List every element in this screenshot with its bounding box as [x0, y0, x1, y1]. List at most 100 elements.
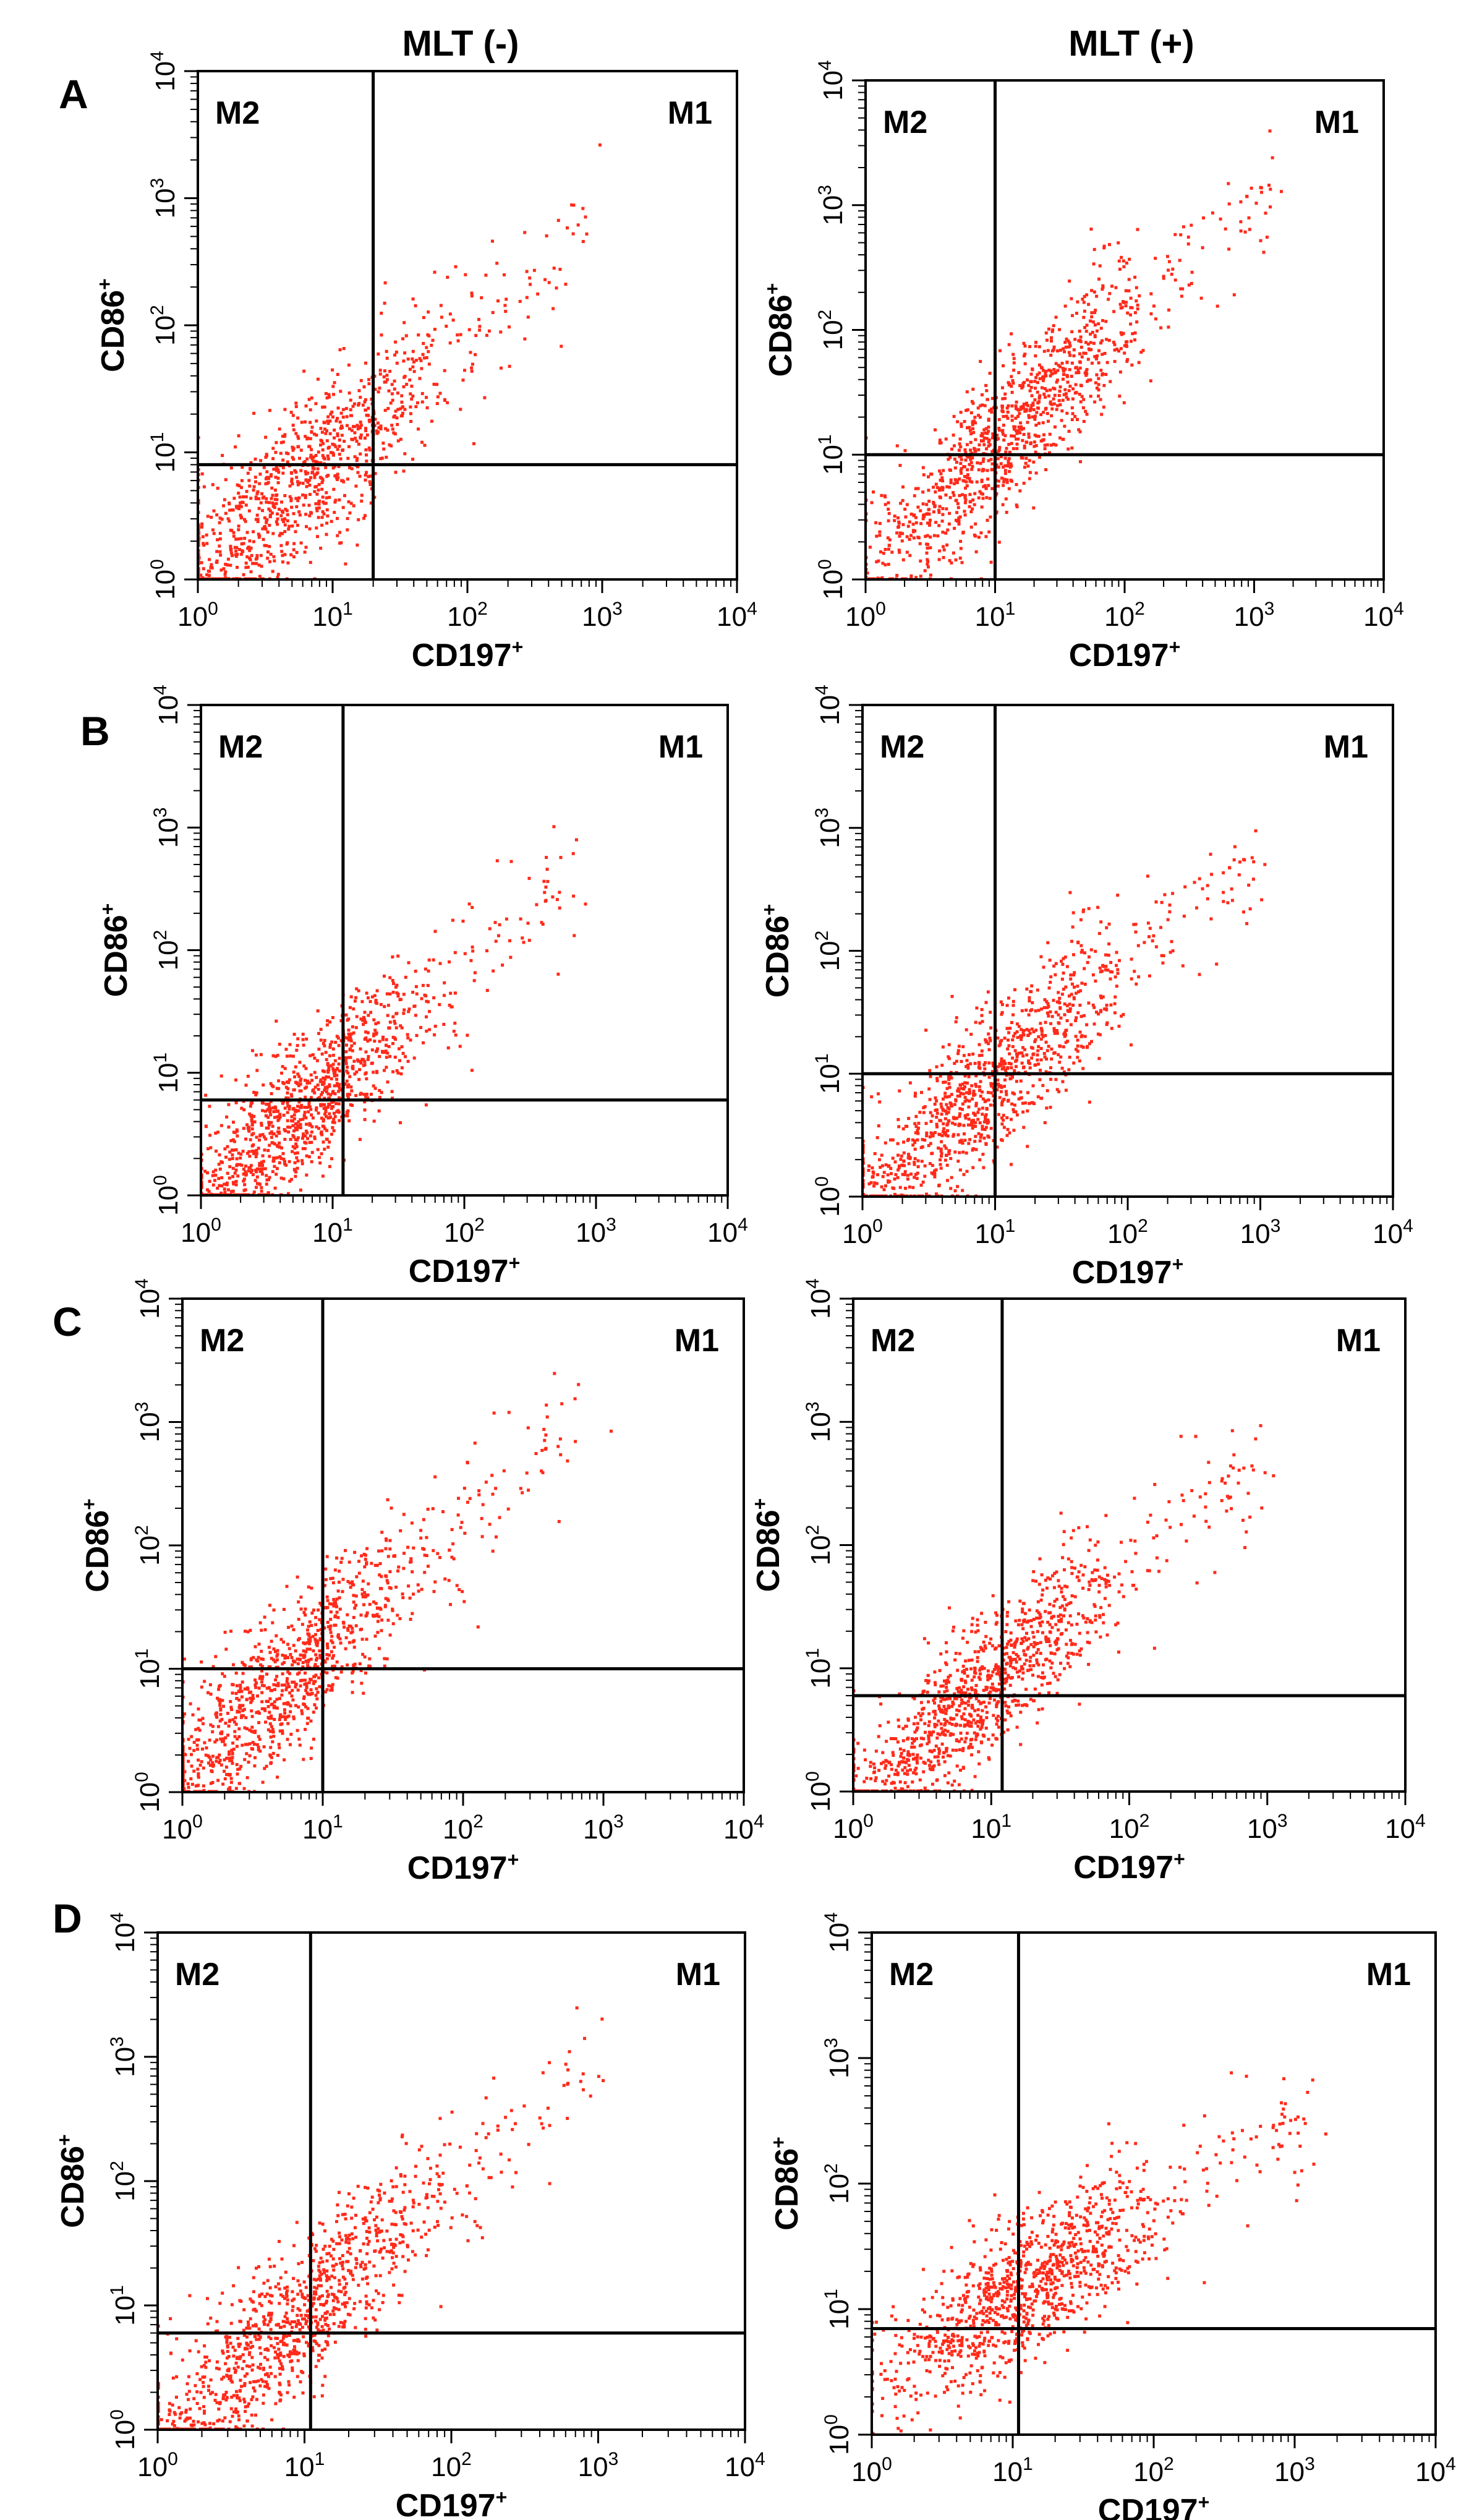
event-point — [249, 497, 253, 500]
event-point — [271, 1740, 275, 1744]
event-point — [266, 1148, 270, 1152]
event-point — [310, 396, 313, 400]
event-point — [321, 1140, 325, 1144]
event-point — [396, 954, 400, 958]
event-point — [393, 1022, 397, 1025]
event-point — [1045, 338, 1049, 342]
event-point — [1079, 1015, 1083, 1019]
event-point — [266, 1116, 270, 1119]
event-point — [881, 1164, 884, 1168]
event-point — [297, 1100, 301, 1104]
event-point — [310, 1140, 313, 1144]
event-point — [945, 1112, 948, 1116]
event-point — [997, 479, 1000, 483]
event-point — [276, 512, 279, 516]
event-point — [1067, 1068, 1071, 1072]
event-point — [216, 1186, 219, 1190]
event-point — [314, 502, 318, 506]
event-point — [1049, 374, 1052, 378]
event-point — [1021, 1046, 1024, 1049]
event-point — [1006, 1127, 1010, 1131]
event-point — [572, 203, 576, 207]
event-point — [903, 507, 907, 511]
event-point — [323, 1113, 327, 1116]
event-point — [1079, 346, 1083, 349]
event-point — [1028, 1066, 1032, 1070]
event-point — [1049, 1022, 1053, 1025]
event-point — [947, 485, 951, 489]
event-point — [1042, 369, 1045, 372]
event-point — [1030, 1027, 1034, 1031]
event-point — [356, 471, 360, 474]
event-point — [368, 474, 372, 478]
event-point — [226, 1171, 229, 1175]
event-point — [909, 574, 913, 578]
event-point — [246, 471, 250, 475]
event-point — [304, 496, 307, 500]
event-point — [1026, 1145, 1029, 1148]
event-point — [287, 524, 291, 528]
event-point — [1050, 1015, 1054, 1019]
event-point — [908, 537, 911, 541]
event-point — [254, 495, 258, 499]
event-point — [321, 1069, 325, 1073]
event-point — [325, 532, 328, 536]
event-point — [230, 529, 234, 532]
event-point — [346, 424, 349, 427]
event-point — [929, 1131, 933, 1135]
event-point — [310, 1125, 314, 1129]
event-point — [359, 1047, 362, 1051]
event-point — [971, 1126, 974, 1130]
event-point — [211, 1170, 215, 1174]
event-point — [286, 561, 290, 565]
event-point — [1097, 388, 1101, 391]
event-point — [1030, 1056, 1034, 1060]
event-point — [939, 1119, 942, 1122]
event-point — [1061, 367, 1065, 370]
event-point — [210, 566, 214, 570]
event-point — [260, 1122, 263, 1125]
event-point — [478, 328, 482, 332]
event-point — [963, 1085, 966, 1088]
event-point — [255, 1069, 259, 1072]
event-point — [206, 515, 210, 518]
event-point — [391, 1070, 395, 1074]
event-point — [1101, 372, 1105, 375]
event-point — [1052, 368, 1056, 371]
event-point — [498, 923, 501, 926]
event-point — [202, 542, 205, 545]
event-point — [1067, 345, 1071, 349]
event-point — [1079, 1044, 1083, 1048]
event-point — [277, 1126, 281, 1130]
event-point — [262, 1745, 266, 1749]
event-point — [958, 1151, 961, 1155]
event-point — [956, 506, 960, 510]
event-point — [384, 1049, 388, 1053]
event-point — [1000, 1122, 1004, 1126]
event-point — [543, 891, 547, 894]
event-point — [955, 511, 959, 515]
event-point — [1086, 380, 1089, 383]
event-point — [917, 1126, 920, 1130]
event-point — [393, 353, 397, 357]
event-point — [1089, 319, 1092, 323]
event-point — [929, 1075, 932, 1078]
event-point — [306, 1664, 310, 1667]
x-tick-exponent: 2 — [1138, 1216, 1148, 1236]
event-point — [334, 445, 338, 448]
event-point — [1071, 925, 1075, 929]
event-point — [373, 472, 377, 476]
event-point — [1002, 364, 1005, 367]
event-point — [270, 1135, 273, 1139]
event-point — [1059, 1016, 1063, 1020]
event-point — [958, 1140, 961, 1144]
event-point — [1015, 1052, 1018, 1056]
event-point — [1064, 345, 1068, 349]
quadrant-label-m1: M1 — [668, 95, 712, 131]
event-point — [320, 1133, 324, 1137]
event-point — [399, 407, 402, 411]
event-point — [266, 1191, 270, 1195]
event-point — [998, 1040, 1002, 1043]
event-point — [980, 505, 984, 509]
event-point — [972, 1090, 976, 1093]
